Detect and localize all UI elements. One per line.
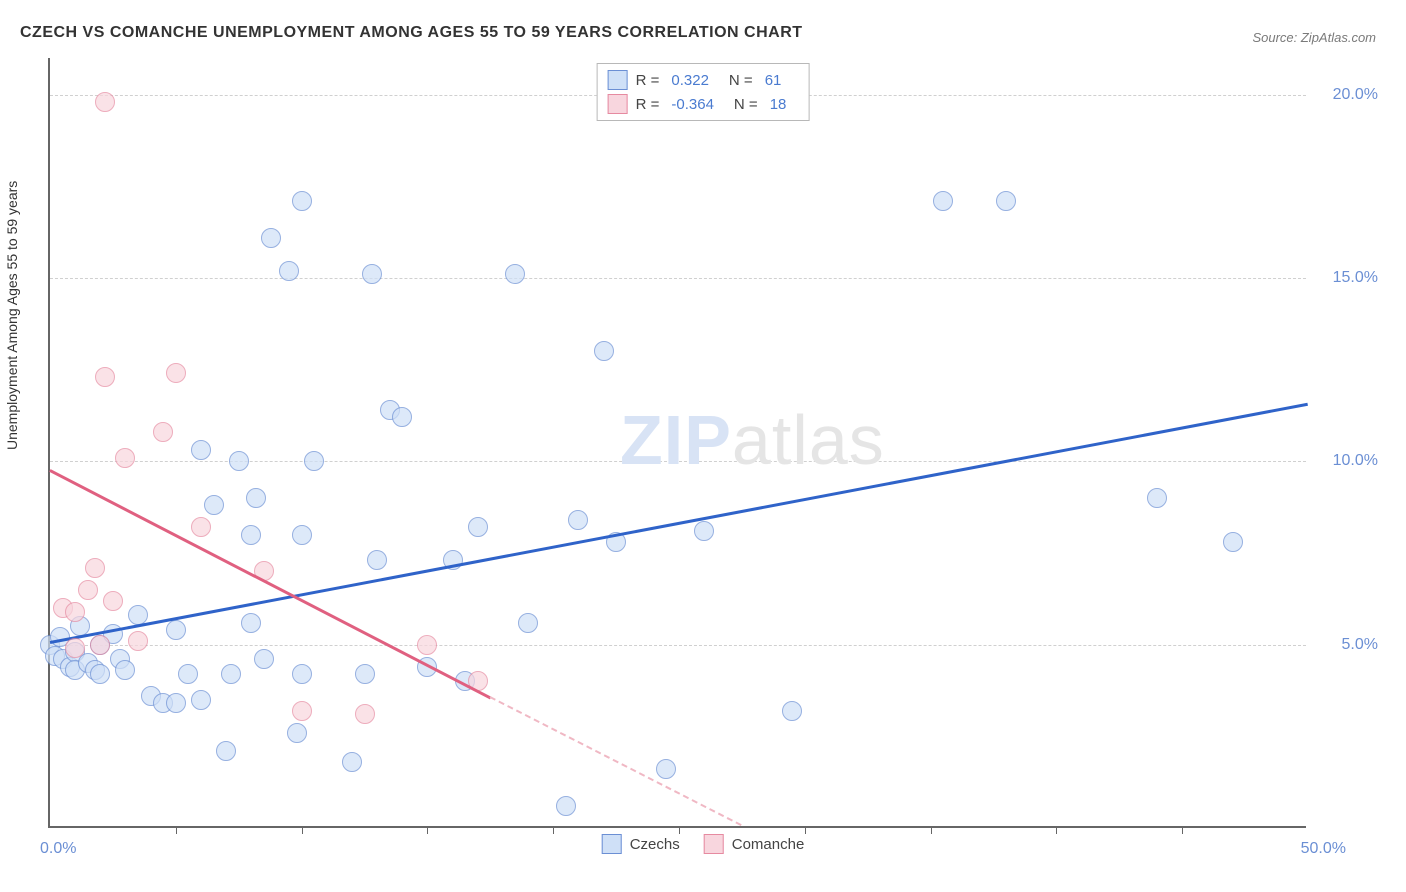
scatter-point xyxy=(115,448,135,468)
plot-area xyxy=(48,58,1306,828)
scatter-point xyxy=(355,664,375,684)
scatter-point xyxy=(166,693,186,713)
scatter-point xyxy=(782,701,802,721)
scatter-point xyxy=(153,422,173,442)
scatter-point xyxy=(367,550,387,570)
scatter-point xyxy=(556,796,576,816)
scatter-point xyxy=(229,451,249,471)
legend-label: Comanche xyxy=(732,836,805,853)
legend-r-value: -0.364 xyxy=(671,96,714,113)
scatter-point xyxy=(656,759,676,779)
scatter-point xyxy=(594,341,614,361)
scatter-point xyxy=(568,510,588,530)
scatter-point xyxy=(392,407,412,427)
x-axis-max-label: 50.0% xyxy=(1301,840,1346,858)
source-attribution: Source: ZipAtlas.com xyxy=(1252,30,1376,45)
legend-correlation: R = 0.322 N = 61 R = -0.364 N = 18 xyxy=(597,63,810,121)
legend-swatch xyxy=(704,834,724,854)
x-tick xyxy=(1056,826,1057,834)
scatter-point xyxy=(362,264,382,284)
scatter-point xyxy=(204,495,224,515)
scatter-point xyxy=(505,264,525,284)
scatter-point xyxy=(221,664,241,684)
scatter-point xyxy=(65,638,85,658)
scatter-point xyxy=(996,191,1016,211)
scatter-point xyxy=(128,631,148,651)
scatter-point xyxy=(166,620,186,640)
scatter-point xyxy=(246,488,266,508)
scatter-point xyxy=(694,521,714,541)
x-tick xyxy=(302,826,303,834)
scatter-point xyxy=(1223,532,1243,552)
scatter-point xyxy=(342,752,362,772)
x-tick xyxy=(805,826,806,834)
legend-series: Czechs Comanche xyxy=(602,834,805,854)
x-tick xyxy=(553,826,554,834)
scatter-point xyxy=(216,741,236,761)
legend-row: R = 0.322 N = 61 xyxy=(608,68,799,92)
scatter-point xyxy=(355,704,375,724)
chart-title: CZECH VS COMANCHE UNEMPLOYMENT AMONG AGE… xyxy=(20,24,803,42)
x-tick xyxy=(176,826,177,834)
scatter-point xyxy=(417,635,437,655)
scatter-point xyxy=(254,649,274,669)
scatter-point xyxy=(78,580,98,600)
trend-line xyxy=(50,403,1308,644)
y-tick-label: 5.0% xyxy=(1342,636,1378,654)
scatter-point xyxy=(90,664,110,684)
gridline xyxy=(50,278,1306,279)
x-axis-min-label: 0.0% xyxy=(40,840,76,858)
legend-item: Czechs xyxy=(602,834,680,854)
scatter-point xyxy=(90,635,110,655)
legend-r-label: R = xyxy=(636,72,660,89)
scatter-point xyxy=(292,701,312,721)
scatter-point xyxy=(518,613,538,633)
legend-n-value: 61 xyxy=(765,72,782,89)
scatter-point xyxy=(933,191,953,211)
x-tick xyxy=(931,826,932,834)
scatter-point xyxy=(304,451,324,471)
scatter-point xyxy=(65,602,85,622)
scatter-point xyxy=(178,664,198,684)
scatter-point xyxy=(1147,488,1167,508)
x-tick xyxy=(1182,826,1183,834)
legend-swatch xyxy=(608,70,628,90)
legend-n-label: N = xyxy=(734,96,758,113)
scatter-point xyxy=(95,367,115,387)
scatter-point xyxy=(241,525,261,545)
scatter-point xyxy=(287,723,307,743)
scatter-point xyxy=(191,690,211,710)
scatter-point xyxy=(191,440,211,460)
y-axis-label: Unemployment Among Ages 55 to 59 years xyxy=(4,181,20,450)
gridline xyxy=(50,645,1306,646)
scatter-point xyxy=(191,517,211,537)
scatter-point xyxy=(468,517,488,537)
x-tick xyxy=(427,826,428,834)
trend-line xyxy=(490,696,743,826)
scatter-point xyxy=(292,191,312,211)
legend-row: R = -0.364 N = 18 xyxy=(608,92,799,116)
legend-r-value: 0.322 xyxy=(671,72,709,89)
scatter-point xyxy=(166,363,186,383)
legend-n-value: 18 xyxy=(770,96,787,113)
scatter-point xyxy=(261,228,281,248)
y-tick-label: 10.0% xyxy=(1333,452,1378,470)
legend-swatch xyxy=(602,834,622,854)
legend-swatch xyxy=(608,94,628,114)
scatter-point xyxy=(279,261,299,281)
y-tick-label: 15.0% xyxy=(1333,269,1378,287)
legend-n-label: N = xyxy=(729,72,753,89)
scatter-point xyxy=(95,92,115,112)
legend-item: Comanche xyxy=(704,834,805,854)
scatter-point xyxy=(292,664,312,684)
y-tick-label: 20.0% xyxy=(1333,86,1378,104)
scatter-point xyxy=(241,613,261,633)
scatter-point xyxy=(103,591,123,611)
scatter-point xyxy=(115,660,135,680)
legend-label: Czechs xyxy=(630,836,680,853)
scatter-point xyxy=(292,525,312,545)
scatter-point xyxy=(85,558,105,578)
legend-r-label: R = xyxy=(636,96,660,113)
x-tick xyxy=(679,826,680,834)
